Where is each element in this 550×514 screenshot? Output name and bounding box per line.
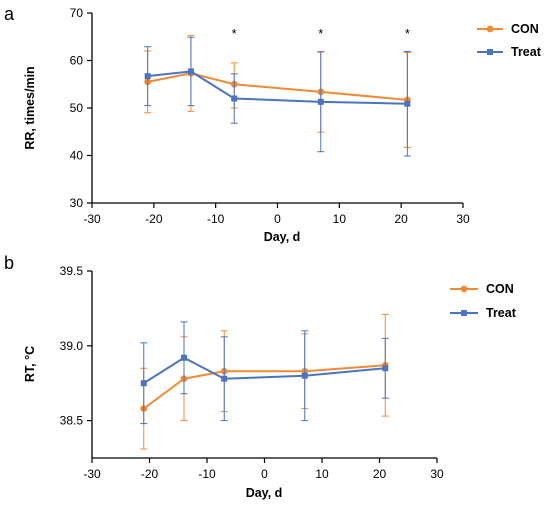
panel-b-y-tick-label: 39.5: [60, 264, 84, 278]
panel-b: b Day, d RT, °C CON Treat -30 -20 -10 0 10 20…: [4, 253, 517, 500]
data-point-treat: [382, 365, 389, 372]
panel-a-x-tick-label: -20: [145, 212, 163, 226]
panel-a-y-tick-label: 30: [70, 196, 84, 210]
series-treat: [144, 36, 411, 157]
panel-a-x-tick-label: 0: [274, 212, 281, 226]
panel-b-plot: [140, 313, 389, 450]
series-con: [144, 34, 411, 148]
panel-a-x-tick-label: 30: [456, 212, 470, 226]
legend-con-label: CON: [511, 22, 539, 36]
panel-a: a Day, d RR, times/min CON Treat -30 -20 -…: [4, 4, 542, 244]
panel-a-label: a: [4, 4, 15, 24]
significance-marker: *: [318, 26, 323, 41]
series-con: [140, 313, 389, 450]
legend-con-label: CON: [486, 282, 514, 296]
panel-b-x-tick-label: 0: [261, 467, 268, 481]
data-point-treat: [140, 380, 147, 387]
significance-marker: *: [232, 26, 237, 41]
panel-b-y-axis-title: RT, °C: [23, 346, 37, 382]
panel-b-label: b: [4, 253, 14, 273]
series-line-con: [147, 72, 408, 101]
data-point-treat: [187, 68, 194, 75]
panel-a-x-tick-label: -10: [207, 212, 225, 226]
panel-a-y-tick-label: 60: [70, 54, 84, 68]
panel-b-x-tick-label: -30: [83, 467, 101, 481]
panel-a-x-tick-label: -30: [83, 212, 101, 226]
panel-b-y-tick-label: 39.0: [60, 339, 84, 353]
data-point-treat: [301, 372, 308, 379]
panel-b-x-tick-label: 10: [315, 467, 329, 481]
panel-b-x-tick-label: -20: [141, 467, 159, 481]
panel-b-y-tick-label: 38.5: [60, 414, 84, 428]
panel-a-plot: [144, 34, 411, 157]
legend-con-marker: [486, 25, 494, 33]
legend-con-marker: [460, 285, 468, 293]
legend-treat-label: Treat: [486, 306, 517, 320]
data-point-treat: [231, 95, 238, 102]
panel-a-x-tick-label: 20: [394, 212, 408, 226]
panel-a-legend: CON Treat: [477, 22, 542, 59]
panel-a-y-axis-title: RR, times/min: [23, 66, 37, 149]
panel-a-y-tick-label: 40: [70, 149, 84, 163]
panel-b-x-axis-title: Day, d: [246, 486, 283, 500]
panel-a-y-tick-label: 70: [70, 6, 84, 20]
significance-marker: *: [405, 26, 410, 41]
panel-a-x-tick-label: 10: [333, 212, 347, 226]
data-point-treat: [404, 100, 411, 107]
series-treat: [140, 321, 389, 425]
panel-a-y-tick-label: 50: [70, 101, 84, 115]
data-point-treat: [144, 73, 151, 80]
data-point-treat: [221, 375, 228, 382]
data-point-treat: [181, 354, 187, 361]
panel-b-x-tick-label: -10: [198, 467, 216, 481]
legend-treat-marker: [461, 310, 467, 316]
data-point-treat: [317, 98, 324, 105]
panel-b-x-tick-label: 20: [373, 467, 387, 481]
panel-a-x-axis-title: Day, d: [264, 230, 301, 244]
panel-b-x-tick-label: 30: [430, 467, 444, 481]
legend-treat-label: Treat: [511, 45, 542, 59]
panel-b-legend: CON Treat: [450, 282, 517, 320]
legend-treat-marker: [487, 49, 493, 55]
